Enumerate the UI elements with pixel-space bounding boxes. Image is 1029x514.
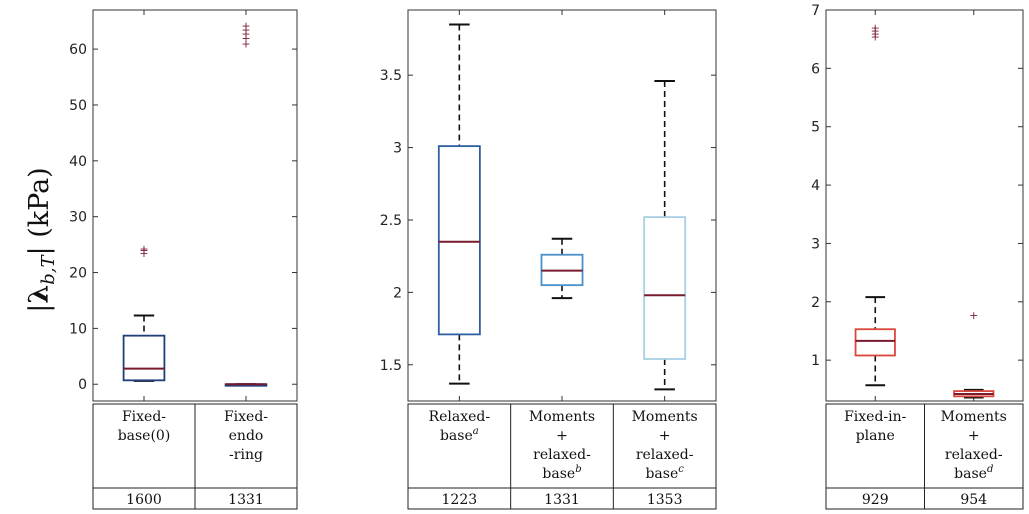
plot-frame [92,9,298,402]
box-iqr [122,334,166,382]
count-label: 929 [862,492,889,508]
category-label: Moments + relaxed-basec [632,409,698,482]
y-tick-label: 1 [811,353,820,369]
category-label: Relaxed-basea [429,409,491,444]
category-label: Fixed-in-plane [844,409,907,444]
y-tick-label: 50 [69,98,87,114]
outlier-point: + [241,32,250,45]
outlier-point: + [871,22,880,35]
y-tick-label: 60 [69,42,87,58]
outlier-point: + [139,244,148,257]
box-2: + [953,309,995,399]
y-tick-label: 3.5 [380,68,402,84]
y-tick-label: 7 [811,3,820,19]
svg-text:|λb,T| (kPa): |λb,T| (kPa) [24,167,59,312]
y-tick-label: 1.5 [380,358,402,374]
panel-2: 1.5 2 2.5 3 3.5 Relaxed-basea 1223 Moments + rela… [380,9,717,510]
box-3 [643,79,687,391]
category-label: Moments + relaxed-baseb [529,409,595,482]
box-2: +++++ [224,20,268,387]
box-iqr [854,328,896,357]
box-1: ++++ [854,22,896,387]
plot-frame [407,9,717,402]
y-tick-label: 10 [69,321,87,337]
outlier-point: + [969,309,978,322]
outlier-point: + [241,20,250,33]
category-label: Fixed-base(0) [118,409,171,444]
y-tick-label: 30 [69,210,87,226]
y-tick-label: 20 [69,266,87,282]
outlier-point: + [871,30,880,43]
outlier-point: + [871,27,880,40]
y-tick-label: 0 [78,377,87,393]
y-tick-label: 5 [811,120,820,136]
count-label: 1331 [228,492,264,508]
box-iqr [643,216,687,360]
count-label: 1223 [442,492,478,508]
box-1 [437,23,481,385]
category-label: Moments + relaxed-based [941,409,1007,482]
box-2 [540,237,584,300]
label-table [407,403,717,510]
box-iqr [437,145,481,336]
box-1: +++ [122,243,166,382]
panel-1: 0102030405060++++++++Fixed-base(0)1600Fi… [69,9,298,510]
plot-frame [825,9,1024,402]
count-label: 1353 [647,492,683,508]
y-tick-label: 3 [811,236,820,252]
outlier-point: + [241,38,250,51]
y-tick-label: 2.5 [380,213,402,229]
category-label: Fixed-endo -ring [224,409,268,463]
outlier-point: + [139,247,148,260]
y-tick-label: 40 [69,154,87,170]
y-tick-label: 2 [393,285,402,301]
outlier-point: + [241,24,250,37]
outlier-point: + [871,24,880,37]
y-tick-label: 2 [811,295,820,311]
count-label: 954 [960,492,987,508]
y-axis-label: |λb,T| (kPa) [8,130,68,350]
y-tick-label: 6 [811,61,820,77]
count-label: 1600 [126,492,162,508]
outlier-point: + [139,243,148,256]
count-label: 1331 [544,492,580,508]
outlier-point: + [241,27,250,40]
y-tick-label: 4 [811,178,820,194]
y-tick-label: 3 [393,141,402,157]
